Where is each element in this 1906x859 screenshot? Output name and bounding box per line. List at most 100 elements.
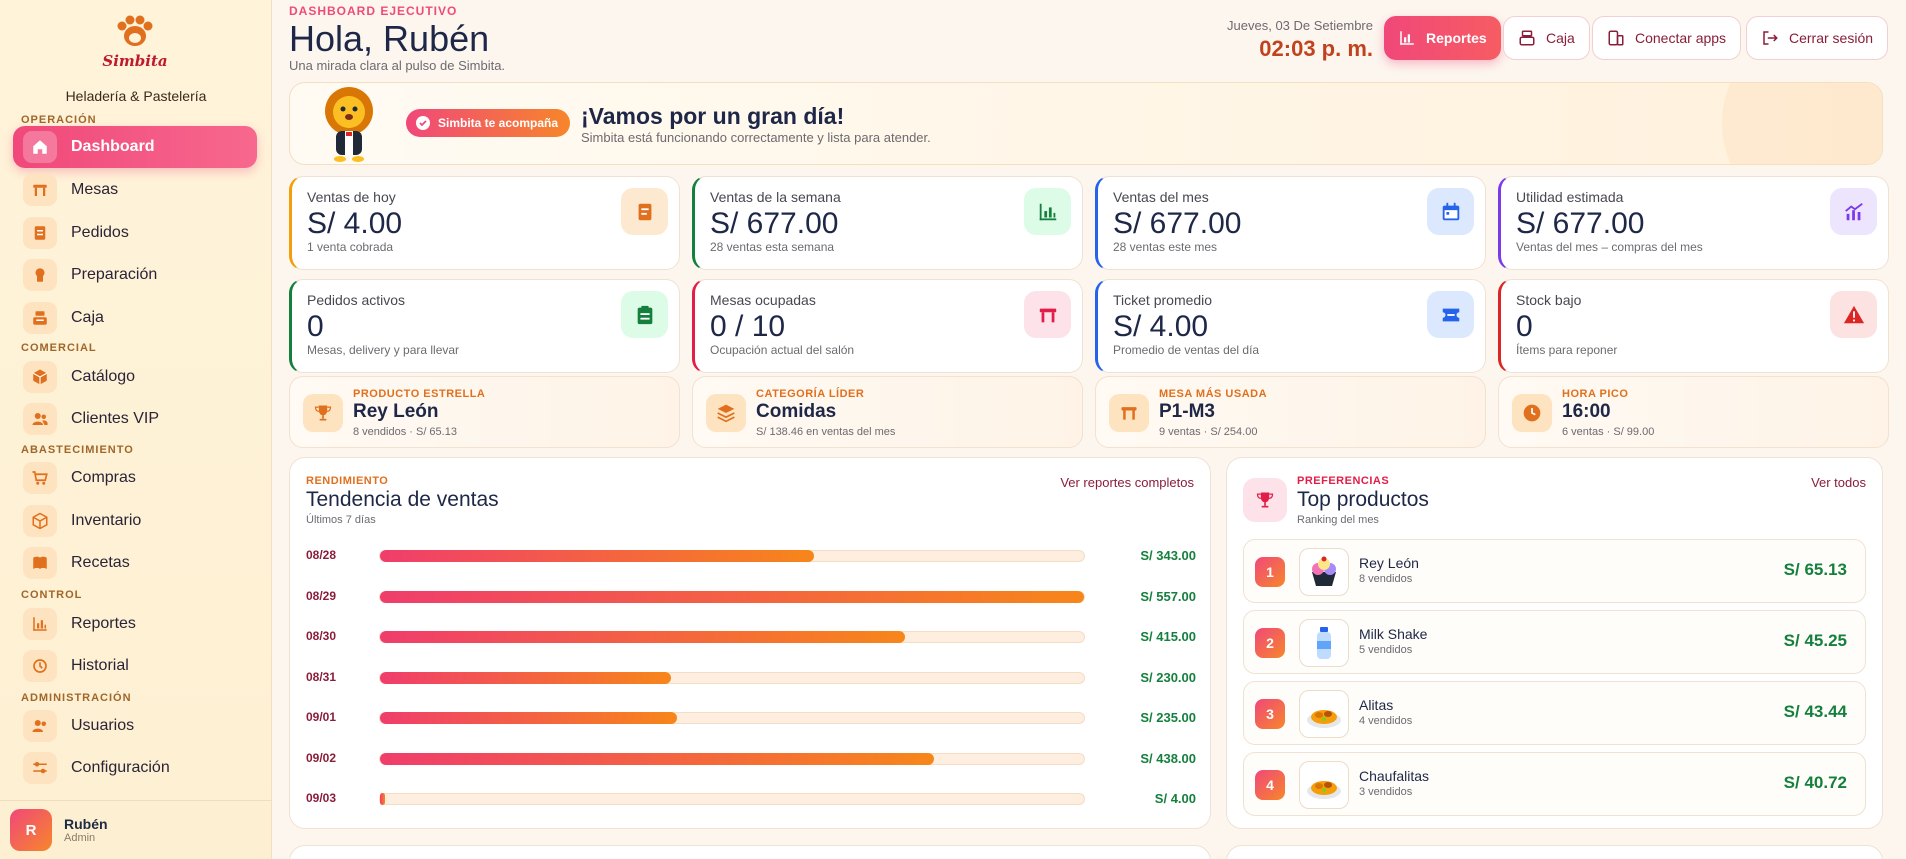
section-control: CONTROL xyxy=(21,589,83,601)
cerrar-sesion-button[interactable]: Cerrar sesión xyxy=(1746,16,1889,60)
sidebar-item-catalogo[interactable]: Catálogo xyxy=(13,356,257,398)
trend-value: S/ 415.00 xyxy=(1140,629,1196,644)
sidebar-item-inventario[interactable]: Inventario xyxy=(13,500,257,542)
rank-badge: 3 xyxy=(1255,699,1285,729)
panel-subtitle: Últimos 7 días xyxy=(306,514,376,526)
highlight-card: MESA MÁS USADA P1-M3 9 ventas · S/ 254.0… xyxy=(1095,376,1486,448)
rank-badge: 4 xyxy=(1255,770,1285,800)
kpi-label: Pedidos activos xyxy=(307,292,406,308)
kpi-card: Mesas ocupadas 0 / 10 Ocupación actual d… xyxy=(692,279,1083,373)
product-row[interactable]: 1 Rey León 8 vendidos S/ 65.13 xyxy=(1243,539,1866,603)
ver-todos-link[interactable]: Ver todos xyxy=(1811,475,1866,490)
ver-reportes-link[interactable]: Ver reportes completos xyxy=(1060,475,1194,490)
kpi-card: Ticket promedio S/ 4.00 Promedio de vent… xyxy=(1095,279,1486,373)
highlight-subtitle: 6 ventas · S/ 99.00 xyxy=(1562,426,1655,438)
sidebar-item-clientes[interactable]: Clientes VIP xyxy=(13,398,257,440)
sidebar-item-label: Pedidos xyxy=(71,224,129,241)
caja-button[interactable]: Caja xyxy=(1503,16,1590,60)
trend-bar xyxy=(380,712,678,724)
trend-date: 09/03 xyxy=(306,791,337,805)
page-subtitle: Una mirada clara al pulso de Simbita. xyxy=(289,58,506,73)
kpi-card: Stock bajo 0 Ítems para reponer xyxy=(1498,279,1889,373)
trend-bar xyxy=(380,793,386,805)
devices-icon xyxy=(1608,30,1624,46)
sidebar-item-reportes[interactable]: Reportes xyxy=(13,603,257,645)
logout-icon xyxy=(1763,31,1778,45)
user-card[interactable]: R Rubén Admin xyxy=(0,800,272,859)
sidebar-item-compras[interactable]: Compras xyxy=(13,457,257,499)
product-row[interactable]: 2 Milk Shake 5 vendidos S/ 45.25 xyxy=(1243,610,1866,674)
receipt-icon xyxy=(23,217,57,249)
panel-eyebrow: PREFERENCIAS xyxy=(1297,475,1390,487)
time-text: 02:03 p. m. xyxy=(1259,36,1373,61)
clipboard-icon xyxy=(621,291,668,338)
sidebar-item-label: Historial xyxy=(71,657,129,674)
trend-date: 08/28 xyxy=(306,548,337,562)
trend-bar xyxy=(380,752,934,765)
simbita-logo[interactable]: Simbita xyxy=(100,14,170,74)
sidebar-item-label: Usuarios xyxy=(71,717,135,734)
cash-register-icon xyxy=(1519,30,1535,46)
section-operacion: OPERACIÓN xyxy=(21,114,97,126)
product-revenue: S/ 45.25 xyxy=(1783,631,1847,650)
panel-subtitle: Ranking del mes xyxy=(1297,514,1379,526)
trend-row: 08/31 S/ 230.00 xyxy=(306,668,1196,688)
kpi-subtitle: Ocupación actual del salón xyxy=(710,343,855,357)
box-icon xyxy=(23,361,57,393)
sidebar-item-pedidos[interactable]: Pedidos xyxy=(13,212,257,254)
product-row[interactable]: 4 Chaufalitas 3 vendidos S/ 40.72 xyxy=(1243,752,1866,816)
kpi-card: Ventas de la semana S/ 677.00 28 ventas … xyxy=(692,176,1083,270)
trend-date: 09/02 xyxy=(306,750,337,765)
kpi-label: Stock bajo xyxy=(1516,292,1582,308)
product-row[interactable]: 3 Alitas 4 vendidos S/ 43.44 xyxy=(1243,681,1866,745)
trend-bar xyxy=(380,550,814,562)
sidebar-item-dashboard[interactable]: Dashboard xyxy=(13,126,257,168)
sidebar-item-recetas[interactable]: Recetas xyxy=(13,542,257,584)
dish-icon xyxy=(1299,761,1349,809)
sidebar-item-label: Configuración xyxy=(71,759,170,776)
kpi-subtitle: 28 ventas esta semana xyxy=(710,240,835,254)
section-comercial: COMERCIAL xyxy=(21,342,97,354)
sidebar-item-label: Preparación xyxy=(71,266,158,283)
trend-chart-icon xyxy=(1830,188,1877,235)
sidebar-item-label: Reportes xyxy=(71,615,136,632)
trend-value: S/ 557.00 xyxy=(1140,588,1196,604)
sidebar-item-preparacion[interactable]: Preparación xyxy=(13,254,257,296)
kpi-subtitle: 1 venta cobrada xyxy=(307,240,394,254)
calendar-icon xyxy=(1427,188,1474,235)
sidebar-item-label: Catálogo xyxy=(71,368,136,385)
trend-row: 08/29 S/ 557.00 xyxy=(306,587,1196,607)
sidebar-item-configuracion[interactable]: Configuración xyxy=(13,747,257,789)
button-label: Caja xyxy=(1546,30,1575,46)
trend-track xyxy=(379,671,1085,684)
kpi-value: 0 / 10 xyxy=(710,310,786,343)
sidebar-item-label: Inventario xyxy=(71,512,142,529)
trend-track xyxy=(379,550,1085,562)
trend-track xyxy=(379,752,1085,765)
sidebar-item-caja[interactable]: Caja xyxy=(13,297,257,339)
reportes-button[interactable]: Reportes xyxy=(1384,16,1501,60)
trend-date: 08/29 xyxy=(306,588,337,603)
decorative-circle xyxy=(1722,83,1882,164)
table-icon xyxy=(1024,291,1071,338)
kpi-label: Mesas ocupadas xyxy=(710,292,816,308)
conectar-apps-button[interactable]: Conectar apps xyxy=(1592,16,1742,60)
trophy-icon xyxy=(1243,478,1287,522)
sidebar-item-label: Mesas xyxy=(71,181,119,198)
trend-track xyxy=(379,793,1085,805)
sidebar-item-usuarios[interactable]: Usuarios xyxy=(13,705,257,747)
section-administracion: ADMINISTRACIÓN xyxy=(21,692,132,704)
highlight-card: CATEGORÍA LÍDER Comidas S/ 138.46 en ven… xyxy=(692,376,1083,448)
sidebar-item-historial[interactable]: Historial xyxy=(13,645,257,687)
sliders-icon xyxy=(23,752,57,784)
trend-row: 08/28 S/ 343.00 xyxy=(306,546,1196,566)
trend-value: S/ 438.00 xyxy=(1140,750,1196,766)
datetime-display: Jueves, 03 De Setiembre 02:03 p. m. xyxy=(1203,18,1373,62)
kpi-card: Utilidad estimada S/ 677.00 Ventas del m… xyxy=(1498,176,1889,270)
receipt-icon xyxy=(621,188,668,235)
kpi-label: Ticket promedio xyxy=(1113,292,1213,308)
highlight-value: P1-M3 xyxy=(1159,401,1215,422)
kpi-subtitle: Ítems para reponer xyxy=(1516,343,1618,357)
trend-row: 09/02 S/ 438.00 xyxy=(306,749,1196,769)
sidebar-item-mesas[interactable]: Mesas xyxy=(13,169,257,211)
